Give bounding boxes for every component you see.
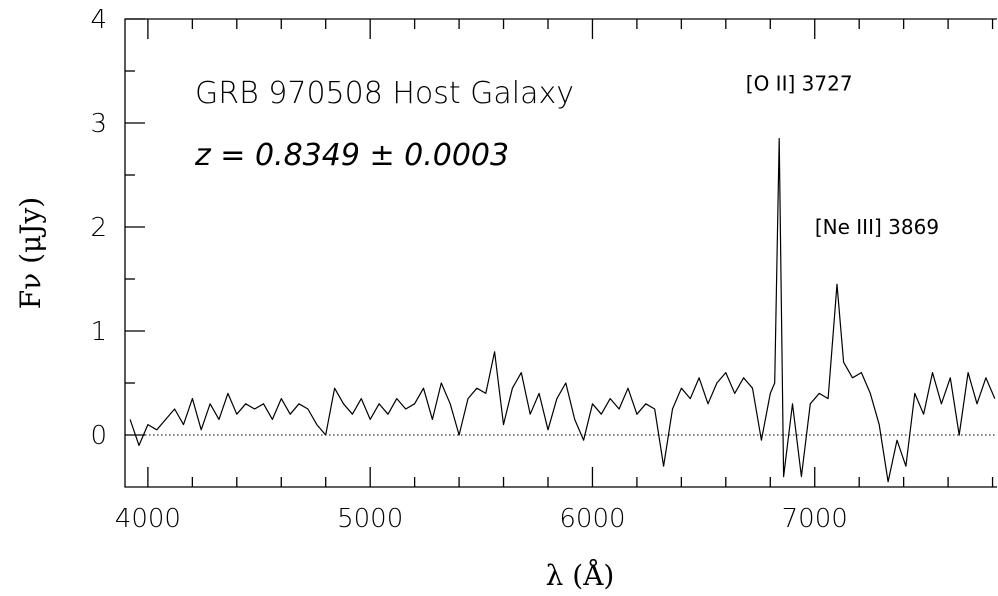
axis-frame xyxy=(124,18,997,488)
line-annotation: [O II] 3727 xyxy=(746,72,853,96)
x-axis-label: λ (Å) xyxy=(546,559,615,592)
spectrum-line xyxy=(129,138,996,483)
x-tick-label: 5000 xyxy=(337,504,403,534)
x-tick-label: 6000 xyxy=(559,504,625,534)
y-tick-label: 0 xyxy=(90,421,107,451)
line-annotation: [Ne III] 3869 xyxy=(815,215,939,239)
x-tick-label: 7000 xyxy=(782,504,848,534)
y-tick-label: 1 xyxy=(90,317,107,347)
y-tick-label: 4 xyxy=(90,5,107,35)
y-axis-label: Fν (μJy) xyxy=(14,197,47,309)
y-tick-label: 2 xyxy=(90,213,107,243)
chart-subtitle: z = 0.8349 ± 0.0003 xyxy=(194,138,509,173)
chart-title: GRB 970508 Host Galaxy xyxy=(195,76,574,111)
y-tick-label: 3 xyxy=(90,109,107,139)
x-tick-label: 4000 xyxy=(115,504,181,534)
plot-area xyxy=(125,138,997,483)
